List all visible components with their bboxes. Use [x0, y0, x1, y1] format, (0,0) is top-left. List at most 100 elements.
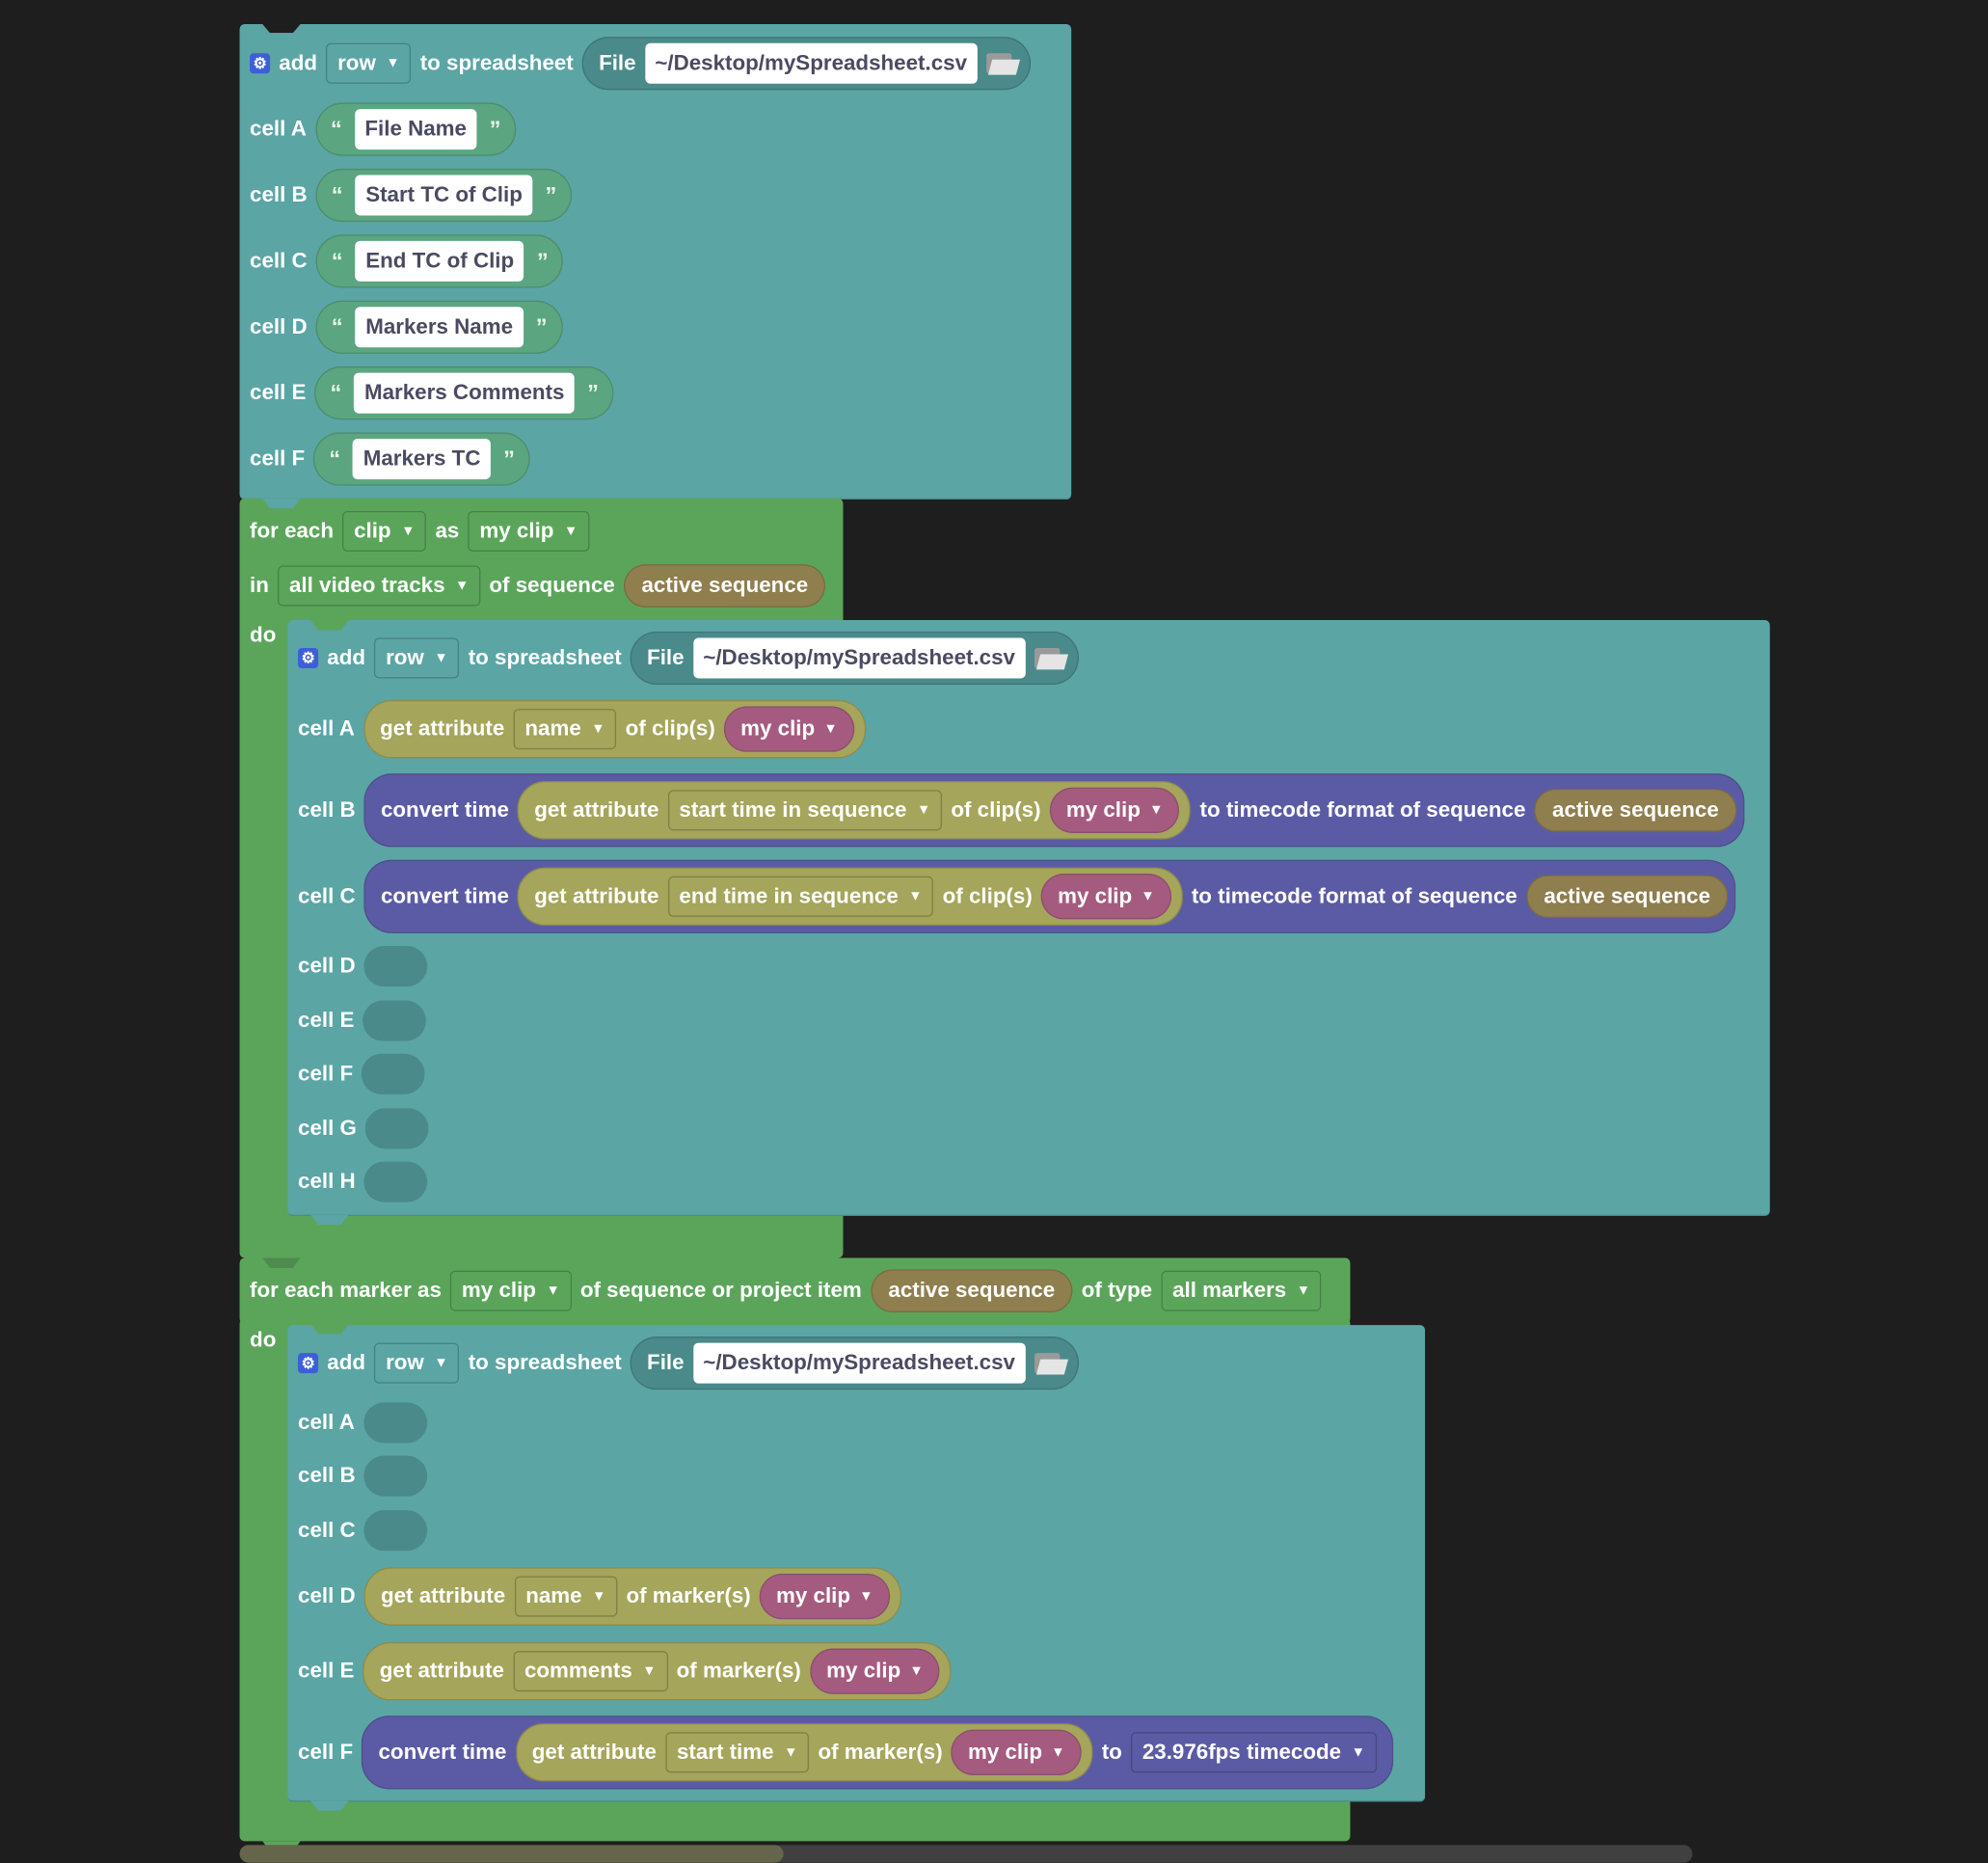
attribute-dropdown[interactable]: comments ▼: [513, 1651, 668, 1692]
get-attribute-block[interactable]: get attribute name ▼ of marker(s) my clip…: [363, 1567, 901, 1626]
add-label: add: [279, 50, 318, 75]
file-block[interactable]: File ~/Desktop/mySpreadsheet.csv: [581, 37, 1031, 91]
folder-icon[interactable]: [1034, 1350, 1067, 1375]
of-label: of clip(s): [951, 797, 1041, 823]
folder-icon[interactable]: [1034, 645, 1067, 670]
attribute-dropdown[interactable]: end time in sequence ▼: [667, 876, 934, 917]
get-attribute-block[interactable]: get attribute end time in sequence ▼ of c…: [518, 867, 1183, 926]
variable-name: my clip: [826, 1659, 901, 1684]
row-dropdown[interactable]: row ▼: [374, 637, 460, 679]
connector: [262, 498, 301, 509]
gear-icon[interactable]: ⚙: [298, 647, 319, 669]
dropdown-value: start time: [676, 1740, 774, 1765]
open-quote-icon: “: [331, 313, 343, 339]
convert-time-block[interactable]: convert time get attribute start time ▼ o…: [362, 1715, 1393, 1790]
row-dropdown[interactable]: row ▼: [374, 1342, 460, 1384]
text-block[interactable]: “ Markers Comments ”: [314, 366, 614, 420]
add-label: add: [327, 1350, 366, 1375]
header-add-row: ⚙ add row ▼ to spreadsheet File ~/Desktop/…: [250, 37, 1031, 91]
file-path-input[interactable]: ~/Desktop/mySpreadsheet.csv: [692, 1342, 1026, 1384]
clip-type-dropdown[interactable]: clip ▼: [342, 510, 427, 553]
text-block[interactable]: “ End TC of Clip ”: [315, 234, 564, 288]
file-label: File: [647, 1350, 685, 1375]
chevron-down-icon: ▼: [823, 721, 838, 738]
active-sequence-block[interactable]: active sequence: [870, 1269, 1073, 1313]
variable-block[interactable]: my clip ▼: [1049, 787, 1180, 833]
active-sequence-block[interactable]: active sequence: [1525, 875, 1729, 919]
gear-icon[interactable]: ⚙: [298, 1353, 319, 1374]
cell-label: cell B: [298, 797, 356, 823]
cell-label: cell F: [250, 446, 306, 471]
marker-cell-f-row: cell F convert time get attribute start …: [298, 1715, 1393, 1790]
attribute-dropdown[interactable]: start time ▼: [665, 1732, 810, 1773]
folder-icon[interactable]: [985, 51, 1019, 76]
marker-cell-d-row: cell D get attribute name ▼ of marker(s) …: [298, 1567, 901, 1626]
dropdown-value: end time in sequence: [679, 883, 899, 908]
dropdown-value: all markers: [1172, 1278, 1287, 1303]
close-quote-icon: ”: [489, 116, 501, 142]
marker-add-row: ⚙ add row ▼ to spreadsheet File ~/Desktop/…: [298, 1336, 1079, 1390]
empty-input-slot[interactable]: [365, 1108, 429, 1149]
text-block[interactable]: “ Markers Name ”: [315, 300, 563, 354]
get-attribute-label: get attribute: [380, 1583, 506, 1608]
empty-input-slot[interactable]: [363, 1161, 428, 1202]
dropdown-value: row: [386, 1350, 424, 1375]
variable-block[interactable]: my clip ▼: [724, 706, 854, 752]
clip-add-row: ⚙ add row ▼ to spreadsheet File ~/Desktop/…: [298, 631, 1079, 686]
text-block[interactable]: “ Markers TC ”: [313, 432, 530, 486]
get-attribute-block[interactable]: get attribute name ▼ of clip(s) my clip ▼: [363, 699, 866, 759]
empty-input-slot[interactable]: [362, 1053, 426, 1094]
text-input[interactable]: Start TC of Clip: [355, 175, 533, 216]
text-input[interactable]: Markers Name: [355, 307, 524, 348]
dropdown-value: row: [386, 645, 424, 670]
file-block[interactable]: File ~/Desktop/mySpreadsheet.csv: [630, 1336, 1079, 1390]
empty-cell-row: cell A: [298, 1397, 427, 1448]
scrollbar-thumb[interactable]: [239, 1845, 784, 1863]
empty-input-slot[interactable]: [363, 1510, 428, 1552]
row-dropdown[interactable]: row ▼: [326, 42, 412, 84]
empty-input-slot[interactable]: [363, 1000, 427, 1041]
convert-time-block[interactable]: convert time get attribute start time in…: [363, 773, 1745, 848]
get-attribute-block[interactable]: get attribute start time in sequence ▼ of…: [518, 781, 1192, 840]
attribute-dropdown[interactable]: start time in sequence ▼: [667, 790, 943, 831]
marker-type-dropdown[interactable]: all markers ▼: [1161, 1270, 1322, 1311]
cell-label: cell F: [298, 1061, 354, 1086]
file-block[interactable]: File ~/Desktop/mySpreadsheet.csv: [630, 631, 1079, 686]
file-path-input[interactable]: ~/Desktop/mySpreadsheet.csv: [692, 637, 1026, 679]
open-quote-icon: “: [331, 181, 343, 208]
of-label: of marker(s): [626, 1583, 751, 1608]
connector: [310, 620, 349, 631]
chevron-down-icon: ▼: [859, 1588, 873, 1605]
variable-block[interactable]: my clip ▼: [1041, 874, 1171, 920]
tracks-dropdown[interactable]: all video tracks ▼: [278, 565, 481, 607]
text-block[interactable]: “ File Name ”: [315, 102, 517, 156]
of-type-label: of type: [1081, 1278, 1153, 1303]
attribute-dropdown[interactable]: name ▼: [514, 1576, 618, 1617]
get-attribute-block[interactable]: get attribute start time ▼ of marker(s) m…: [515, 1723, 1093, 1782]
cell-label: cell E: [298, 1659, 355, 1684]
text-input[interactable]: Markers Comments: [354, 372, 575, 414]
text-input[interactable]: Markers TC: [353, 438, 492, 480]
variable-block[interactable]: my clip ▼: [759, 1573, 890, 1620]
chevron-down-icon: ▼: [908, 888, 923, 904]
attribute-dropdown[interactable]: name ▼: [513, 709, 617, 750]
text-block[interactable]: “ Start TC of Clip ”: [315, 168, 573, 223]
empty-input-slot[interactable]: [363, 945, 428, 987]
convert-time-block[interactable]: convert time get attribute end time in s…: [363, 859, 1736, 933]
timecode-format-dropdown[interactable]: 23.976fps timecode ▼: [1131, 1732, 1377, 1773]
for-each-marker-block[interactable]: [239, 1257, 1351, 1324]
text-input[interactable]: End TC of Clip: [355, 240, 524, 282]
marker-variable-dropdown[interactable]: my clip ▼: [450, 1270, 572, 1311]
variable-block[interactable]: my clip ▼: [951, 1729, 1082, 1776]
chevron-down-icon: ▼: [784, 1744, 798, 1761]
clip-variable-dropdown[interactable]: my clip ▼: [468, 510, 590, 553]
text-input[interactable]: File Name: [354, 109, 477, 150]
empty-input-slot[interactable]: [363, 1402, 427, 1444]
active-sequence-block[interactable]: active sequence: [1534, 788, 1737, 832]
gear-icon[interactable]: ⚙: [250, 53, 271, 74]
variable-block[interactable]: my clip ▼: [810, 1648, 940, 1694]
empty-input-slot[interactable]: [363, 1455, 428, 1497]
get-attribute-block[interactable]: get attribute comments ▼ of marker(s) my …: [363, 1641, 952, 1701]
active-sequence-block[interactable]: active sequence: [624, 564, 826, 608]
file-path-input[interactable]: ~/Desktop/mySpreadsheet.csv: [644, 42, 978, 84]
